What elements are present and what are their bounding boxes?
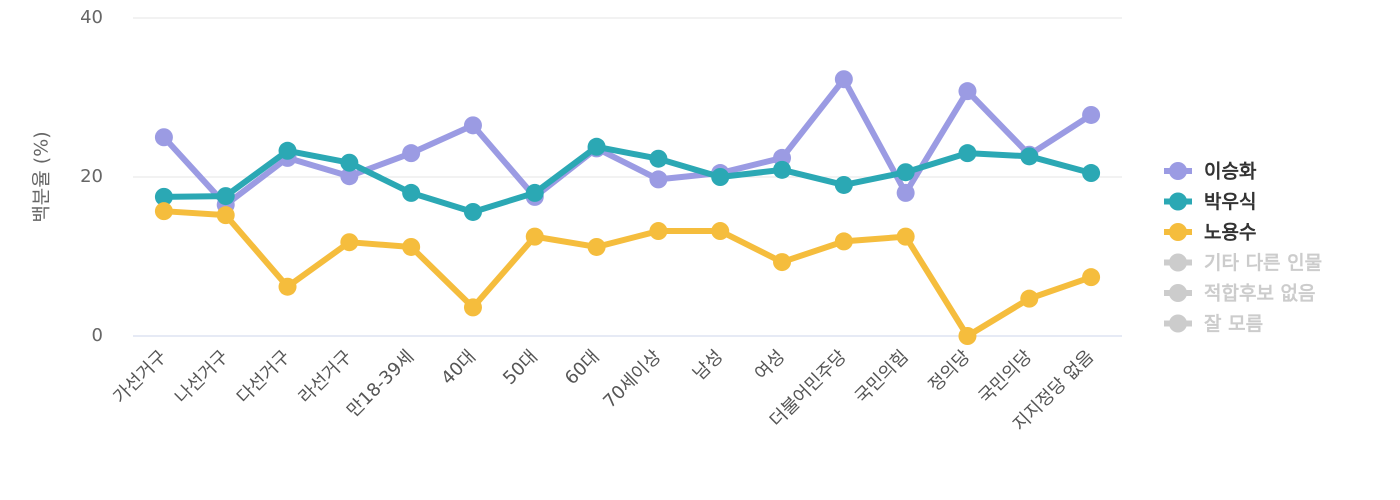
legend-item[interactable]: 박우식 xyxy=(1164,191,1256,213)
legend-item[interactable]: 잘 모름 xyxy=(1164,313,1263,335)
data-point xyxy=(711,222,730,241)
x-tick-label: 40대 xyxy=(437,346,480,389)
data-point xyxy=(1020,289,1039,308)
data-point xyxy=(525,183,544,202)
legend-label: 기타 다른 인물 xyxy=(1204,252,1322,274)
x-tick-label: 국민의당 xyxy=(975,346,1037,408)
legend-label: 잘 모름 xyxy=(1204,313,1263,335)
data-point xyxy=(649,149,668,168)
data-point xyxy=(958,327,977,345)
data-point xyxy=(773,253,792,272)
legend-marker xyxy=(1169,314,1187,333)
data-point xyxy=(463,298,482,317)
data-point xyxy=(711,168,730,186)
data-point xyxy=(154,128,173,147)
x-tick-label: 70세이상 xyxy=(599,346,665,412)
data-point xyxy=(834,70,853,89)
data-point xyxy=(834,232,853,251)
data-point xyxy=(340,167,359,186)
legend-label: 이승화 xyxy=(1204,161,1257,183)
legend-marker xyxy=(1169,284,1187,302)
data-point xyxy=(154,187,173,206)
data-point xyxy=(587,237,606,256)
series-line xyxy=(163,143,1092,215)
data-point xyxy=(773,160,792,179)
data-point xyxy=(1082,268,1101,287)
x-tick-label: 국민의힘 xyxy=(851,346,913,408)
x-tick-label: 남성 xyxy=(689,346,727,384)
legend-item[interactable]: 기타 다른 인물 xyxy=(1164,252,1322,274)
x-tick-label: 나선거구 xyxy=(171,346,233,408)
series-line xyxy=(163,208,1093,339)
legend-marker xyxy=(1169,223,1187,241)
legend-item[interactable]: 이승화 xyxy=(1164,161,1257,183)
data-point xyxy=(463,116,482,135)
data-point xyxy=(154,202,173,221)
data-point xyxy=(216,187,235,206)
legend-marker xyxy=(1169,253,1187,272)
x-tick-label: 60대 xyxy=(561,346,604,389)
data-point xyxy=(649,222,668,241)
data-point xyxy=(278,141,297,160)
data-point xyxy=(278,277,297,296)
legend-item[interactable]: 적합후보 없음 xyxy=(1164,283,1316,305)
y-axis-label: 백분율 (%) xyxy=(31,131,53,222)
data-point xyxy=(1020,147,1039,166)
legend-marker xyxy=(1169,162,1187,180)
data-point xyxy=(958,144,977,163)
legend-label: 적합후보 없음 xyxy=(1204,283,1316,305)
x-tick-label: 여성 xyxy=(751,346,789,384)
x-tick-label: 정의당 xyxy=(925,346,975,396)
data-point xyxy=(463,202,482,221)
y-tick-label: 20 xyxy=(80,166,103,187)
data-point xyxy=(896,163,915,182)
x-tick-label: 다선거구 xyxy=(233,346,295,408)
series-line xyxy=(161,76,1093,208)
data-point xyxy=(525,227,544,246)
x-tick-label: 라선거구 xyxy=(295,346,357,408)
data-point xyxy=(649,170,668,189)
legend-item[interactable]: 노용수 xyxy=(1164,222,1256,244)
data-point xyxy=(896,183,915,202)
y-tick-label: 0 xyxy=(92,325,103,346)
y-tick-label: 40 xyxy=(80,7,103,28)
data-point xyxy=(834,175,853,194)
data-point xyxy=(402,183,421,202)
data-point xyxy=(340,233,359,252)
x-tick-label: 가선거구 xyxy=(109,346,171,408)
data-point xyxy=(402,144,421,163)
data-point xyxy=(1082,105,1101,124)
legend-marker xyxy=(1169,192,1187,211)
data-point xyxy=(958,82,977,101)
data-point xyxy=(402,237,421,256)
data-point xyxy=(1082,164,1101,183)
data-point xyxy=(587,137,606,156)
data-point xyxy=(216,206,235,225)
x-tick-label: 만18-39세 xyxy=(343,346,418,421)
data-point xyxy=(340,153,359,172)
legend-label: 박우식 xyxy=(1204,191,1256,213)
legend-label: 노용수 xyxy=(1204,222,1256,244)
x-tick-label: 50대 xyxy=(499,346,542,389)
data-point xyxy=(896,227,915,246)
